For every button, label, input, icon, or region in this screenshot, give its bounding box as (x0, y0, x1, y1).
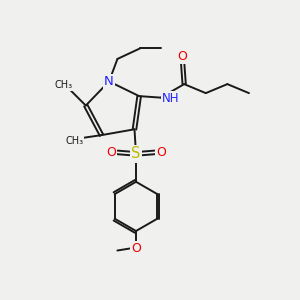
Text: O: O (106, 146, 116, 159)
Text: O: O (156, 146, 166, 159)
Text: O: O (131, 242, 141, 255)
Text: NH: NH (162, 92, 180, 105)
Text: N: N (104, 75, 114, 88)
Text: CH₃: CH₃ (65, 136, 84, 146)
Text: S: S (131, 146, 141, 161)
Text: O: O (178, 50, 188, 63)
Text: CH₃: CH₃ (55, 80, 73, 90)
